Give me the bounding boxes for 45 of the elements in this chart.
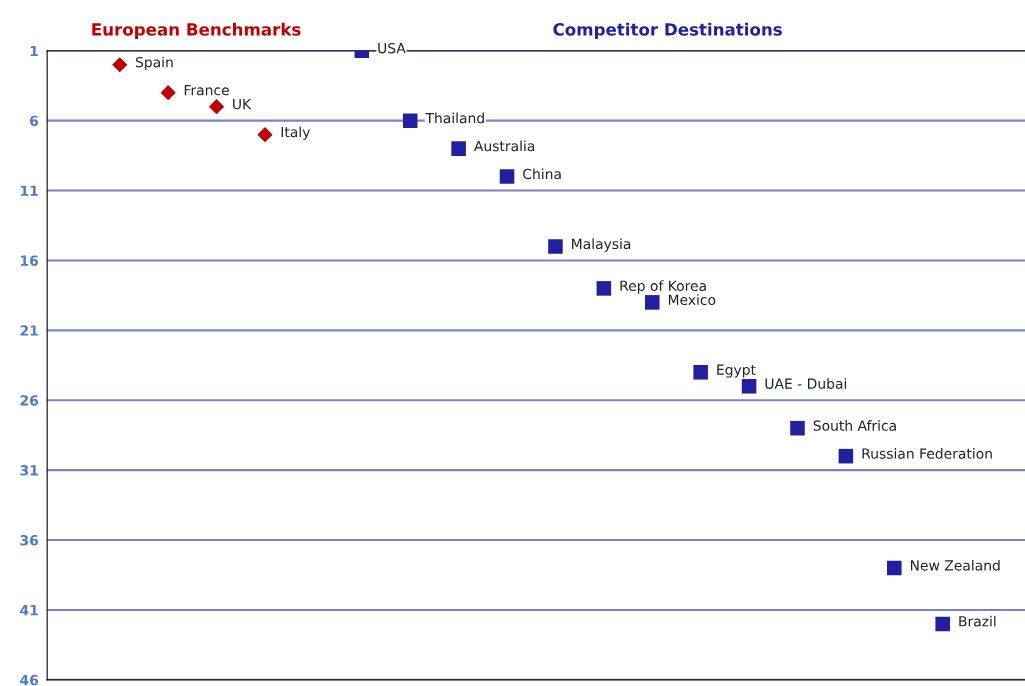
y-tick-label: 46 — [20, 674, 39, 686]
point — [451, 141, 466, 156]
text: Competitor Destinations — [553, 22, 782, 39]
data-label: South Africa — [813, 420, 896, 431]
y-tick-label: 26 — [20, 395, 39, 406]
point — [208, 99, 225, 115]
data-label: Russian Federation — [862, 448, 992, 459]
y-tick-label: 31 — [20, 465, 38, 476]
data-label: Thailand — [425, 112, 484, 124]
y-tick-label: 21 — [20, 325, 38, 336]
point — [838, 448, 854, 464]
point — [548, 239, 563, 254]
point — [160, 85, 176, 101]
point — [887, 560, 902, 576]
point — [790, 420, 805, 436]
y-tick-label: 16 — [21, 255, 39, 266]
point — [935, 616, 950, 632]
y-tick-label: 41 — [20, 605, 38, 616]
data-label: Rep of Korea — [620, 280, 706, 294]
data-label: China — [523, 168, 561, 180]
data-label: UK — [233, 99, 252, 110]
point — [644, 295, 660, 310]
point — [596, 281, 612, 296]
y-tick-label: 11 — [21, 185, 38, 196]
data-label: USA — [378, 42, 406, 54]
y-tick-label: 36 — [20, 535, 39, 546]
data-label: Egypt — [717, 364, 756, 378]
data-label: Malaysia — [572, 238, 631, 252]
point — [402, 113, 418, 128]
data-label: Spain — [135, 56, 173, 71]
data-label: Brazil — [959, 615, 996, 627]
data-label: UAE - Dubai — [765, 378, 847, 389]
point — [257, 127, 273, 143]
data-label: Australia — [474, 140, 535, 152]
data-label: New Zealand — [910, 559, 1000, 571]
y-tick-label: 6 — [30, 115, 39, 127]
point — [693, 365, 708, 380]
data-label: Mexico — [668, 294, 716, 306]
y-tick-label: 1 — [30, 45, 38, 57]
point — [499, 169, 515, 184]
point — [112, 57, 128, 73]
data-label: France — [184, 85, 229, 96]
point — [741, 378, 757, 394]
data-label: Italy — [281, 126, 310, 140]
series-label: European Benchmarks — [92, 22, 301, 39]
